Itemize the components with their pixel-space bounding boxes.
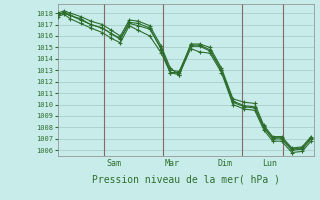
Text: Sam: Sam <box>106 159 121 168</box>
X-axis label: Pression niveau de la mer( hPa ): Pression niveau de la mer( hPa ) <box>92 175 280 185</box>
Text: Mar: Mar <box>165 159 180 168</box>
Text: Dim: Dim <box>218 159 233 168</box>
Text: Lun: Lun <box>262 159 277 168</box>
